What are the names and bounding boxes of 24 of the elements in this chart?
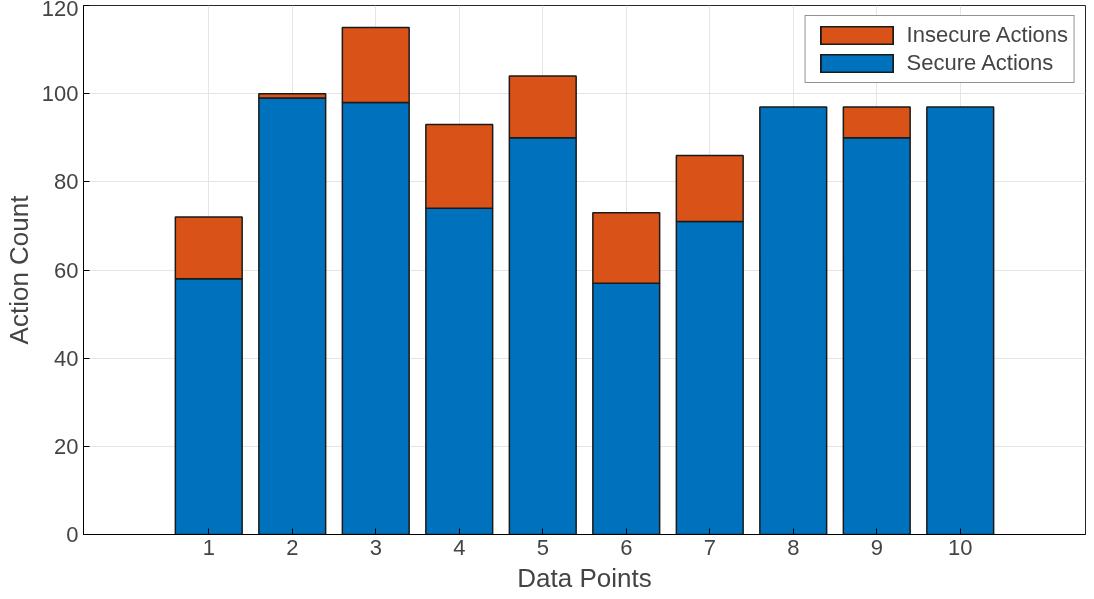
bar: [258, 97, 327, 535]
x-tick-label: 9: [870, 534, 883, 560]
y-tick-label: 120: [41, 0, 79, 21]
legend-label: Insecure Actions: [906, 22, 1068, 48]
y-axis-title: Action Count: [3, 194, 34, 345]
y-tick-label: 100: [41, 81, 79, 107]
x-tick-label: 2: [286, 534, 299, 560]
legend-label: Secure Actions: [906, 50, 1054, 76]
y-tick-label: 40: [54, 345, 79, 371]
x-tick-label: 1: [202, 534, 215, 560]
y-tick-label: 0: [66, 522, 79, 547]
x-tick-label: 5: [536, 534, 549, 560]
bar: [759, 106, 828, 535]
x-axis-title: Data Points: [517, 562, 652, 593]
y-tick-label: 80: [54, 169, 79, 195]
y-tick-label: 20: [54, 433, 79, 459]
x-tick-label: 10: [948, 534, 973, 560]
x-tick-label: 7: [703, 534, 716, 560]
y-tick-label: 60: [54, 257, 79, 283]
x-tick-label: 4: [453, 534, 466, 560]
x-tick-label: 6: [620, 534, 633, 560]
bar: [926, 106, 995, 535]
x-tick-label: 8: [787, 534, 800, 560]
x-tick-label: 3: [369, 534, 382, 560]
